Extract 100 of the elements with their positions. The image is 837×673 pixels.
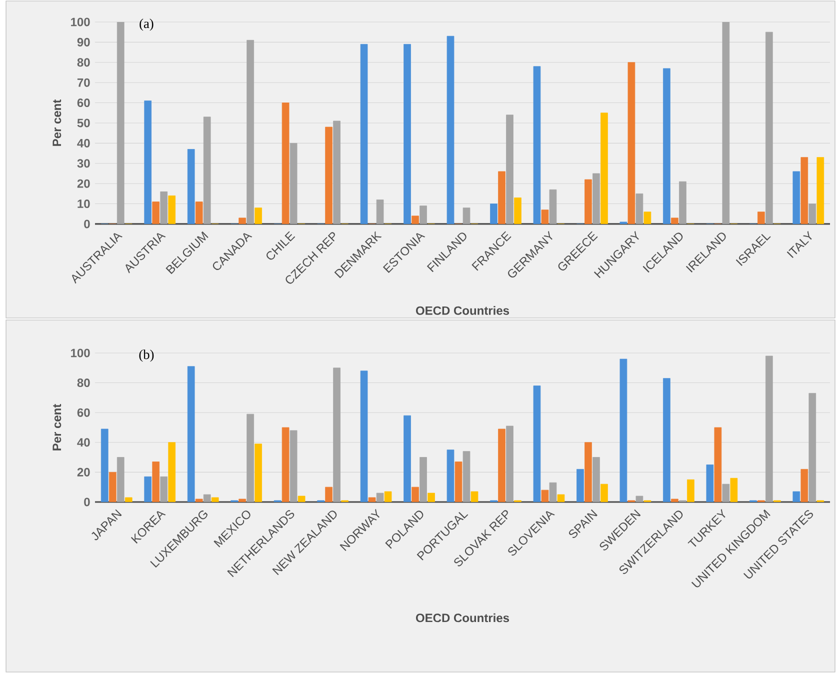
bar [195, 202, 203, 224]
bar [792, 491, 800, 502]
bar [541, 490, 549, 502]
bar [584, 442, 592, 502]
bar [644, 212, 652, 224]
bar [298, 496, 306, 502]
bar [333, 120, 340, 224]
bar [600, 112, 608, 224]
bar [800, 157, 808, 224]
y-tick-label: 60 [77, 408, 90, 417]
y-tick-label: 70 [77, 78, 90, 87]
bar [238, 498, 246, 502]
bar [687, 479, 694, 502]
bar [187, 366, 195, 502]
bar [636, 193, 644, 224]
bar [238, 218, 246, 224]
y-tick-label: 80 [77, 58, 90, 67]
y-tick-label: 50 [77, 118, 90, 128]
chart-title: (a) [140, 18, 154, 31]
bar [376, 200, 384, 224]
y-tick-label: 30 [77, 159, 90, 168]
bar [360, 44, 368, 224]
bar [195, 498, 203, 502]
bar [549, 482, 557, 502]
bar [620, 358, 628, 502]
bar [498, 171, 506, 224]
bar [144, 476, 152, 502]
bar [490, 204, 498, 224]
bar [816, 157, 824, 224]
y-tick-label: 60 [77, 98, 90, 108]
bar [360, 370, 368, 502]
bar [722, 22, 730, 224]
bar [168, 442, 176, 502]
y-tick-label: 100 [71, 348, 90, 358]
bar [368, 497, 376, 502]
y-tick-label: 10 [78, 200, 90, 208]
bar [506, 426, 514, 502]
bar [533, 386, 541, 502]
bar [420, 457, 427, 502]
bar [282, 427, 290, 502]
bar [557, 494, 565, 502]
y-tick-label: 100 [71, 18, 90, 26]
bar [514, 198, 522, 224]
bar [462, 451, 470, 502]
bar [628, 62, 636, 224]
bar [663, 68, 670, 224]
bar [246, 414, 254, 502]
bar [592, 173, 600, 224]
bar [706, 464, 714, 502]
bar [506, 114, 514, 224]
bar [333, 368, 340, 502]
bar [325, 126, 332, 224]
y-axis-title: Per cent [52, 404, 62, 450]
bar [800, 469, 808, 502]
bar [533, 66, 541, 224]
bar [446, 450, 454, 502]
bar [765, 356, 773, 502]
bar [160, 191, 168, 224]
bar [412, 216, 419, 224]
bar [254, 444, 262, 502]
bar [792, 171, 800, 224]
bar [541, 210, 549, 224]
bar [376, 492, 384, 502]
y-tick-label: 0 [84, 498, 90, 506]
bar [671, 498, 678, 502]
bar [498, 428, 506, 502]
bar [211, 497, 219, 502]
bar [765, 32, 773, 224]
x-axis-title: OECD Countries [416, 306, 510, 315]
bar [384, 491, 392, 502]
y-tick-label: 80 [77, 378, 90, 388]
bar [100, 428, 108, 502]
bar [325, 486, 332, 502]
bar [454, 462, 462, 502]
bar [254, 208, 262, 224]
y-tick-label: 20 [77, 179, 90, 188]
bar [404, 44, 411, 224]
x-axis-title: OECD Countries [416, 613, 510, 622]
bar [420, 206, 427, 224]
bar [671, 218, 678, 224]
bar [757, 212, 765, 224]
bar [246, 40, 254, 224]
bar [722, 484, 730, 502]
y-tick-label: 90 [77, 38, 90, 46]
bar [404, 415, 411, 502]
bar [592, 457, 600, 502]
bar [584, 179, 592, 224]
bar [446, 36, 454, 224]
bar [412, 486, 419, 502]
bar [124, 497, 132, 502]
bar [470, 491, 478, 502]
bar [152, 462, 160, 502]
bar [203, 116, 211, 224]
bar [160, 476, 168, 502]
bar [108, 472, 116, 502]
bar [600, 484, 608, 502]
bar [290, 142, 298, 224]
y-tick-label: 40 [77, 138, 90, 148]
bar [462, 208, 470, 224]
bar [714, 427, 722, 502]
